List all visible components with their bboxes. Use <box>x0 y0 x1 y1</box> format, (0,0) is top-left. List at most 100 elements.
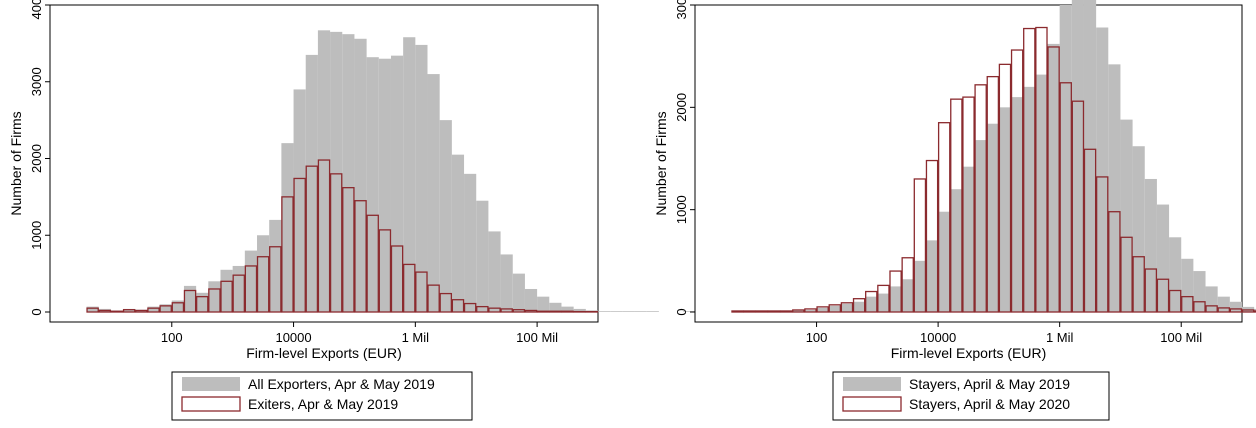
bar <box>196 292 209 312</box>
bar <box>403 37 416 313</box>
plot-frame <box>49 4 599 323</box>
bar <box>488 231 501 312</box>
bar <box>561 306 574 312</box>
bar <box>317 159 331 313</box>
bar <box>366 214 379 313</box>
bar <box>1205 305 1218 313</box>
bar <box>512 273 525 312</box>
bar <box>950 189 963 312</box>
y-tick-label: 0 <box>674 308 689 315</box>
bar <box>1254 310 1256 313</box>
bar <box>439 292 453 313</box>
bar <box>549 302 562 312</box>
series-2 <box>86 159 599 313</box>
bar <box>390 245 404 313</box>
bar <box>962 96 975 313</box>
bar <box>86 307 99 313</box>
bar <box>1095 176 1109 313</box>
bar <box>1132 256 1145 313</box>
bar <box>1229 301 1242 312</box>
bar <box>98 309 112 313</box>
bar <box>122 309 136 313</box>
bar <box>147 307 160 313</box>
bar <box>1071 100 1085 313</box>
bar <box>561 310 574 313</box>
bar <box>792 309 805 313</box>
bar <box>1035 74 1048 312</box>
bar <box>852 298 866 313</box>
bar <box>877 284 890 313</box>
bar <box>573 308 586 312</box>
bar <box>110 310 124 313</box>
chart-panel-2: 100 10000 1 Mil 100 Mil 0 1000 2000 3000 Firm-le… <box>653 0 1256 421</box>
bar <box>451 154 465 312</box>
bar <box>1083 0 1097 313</box>
bar <box>743 310 756 313</box>
bar <box>305 165 319 313</box>
bar <box>901 279 914 312</box>
bar <box>329 173 343 313</box>
bar <box>1059 5 1072 312</box>
bar <box>220 280 233 313</box>
bar <box>792 309 805 312</box>
bar <box>256 256 270 313</box>
x-tick-label: 10000 <box>920 330 956 345</box>
bar <box>415 44 428 312</box>
bar <box>901 257 914 313</box>
x-tick-label: 10000 <box>275 330 311 345</box>
legend: All Exporters, Apr & May 2019 Exiters, Ap… <box>171 371 473 421</box>
bar <box>950 98 963 313</box>
bar <box>1120 119 1133 312</box>
bar <box>1181 295 1194 313</box>
bar <box>135 309 148 313</box>
bar <box>232 274 245 313</box>
bar <box>269 246 282 313</box>
bar <box>208 281 221 312</box>
bar <box>877 293 890 312</box>
bar <box>804 308 817 313</box>
bar <box>1023 27 1036 313</box>
legend-swatch <box>181 396 241 412</box>
bar <box>1108 64 1121 312</box>
bar <box>1083 148 1097 313</box>
bar <box>220 269 233 312</box>
bar <box>208 288 221 313</box>
bar <box>1108 211 1121 313</box>
bar <box>1241 309 1255 313</box>
legend-swatch <box>842 396 902 412</box>
bar <box>1156 278 1170 313</box>
legend-label: All Exporters, Apr & May 2019 <box>248 376 435 392</box>
bar <box>257 235 270 312</box>
bar <box>524 288 538 312</box>
bar <box>500 254 513 312</box>
bar <box>1035 26 1048 313</box>
series-1 <box>731 0 1256 313</box>
bar <box>403 263 416 313</box>
bar <box>853 301 866 312</box>
bar <box>683 311 696 312</box>
bar <box>937 122 951 313</box>
bar <box>1010 49 1024 313</box>
x-tick-label: 100 <box>161 330 183 345</box>
bar <box>536 310 550 313</box>
chart-panel-1: 100 10000 1 Mil 100 Mil01000200030004000Fir… <box>8 0 696 421</box>
bar <box>512 309 526 313</box>
bar <box>342 187 355 313</box>
bar <box>451 299 465 313</box>
bar <box>1193 271 1206 312</box>
bar <box>1011 97 1024 312</box>
bar <box>622 311 635 312</box>
bar <box>610 311 623 312</box>
x-axis-label: Firm-level Exports (EUR) <box>246 345 402 361</box>
bar <box>986 123 999 312</box>
legend-swatch <box>182 377 240 391</box>
bar <box>1193 301 1206 313</box>
bar <box>1229 308 1243 313</box>
x-tick-label: 100 Mil <box>1160 330 1202 345</box>
bar <box>159 305 172 313</box>
bar <box>366 57 379 312</box>
bar <box>354 200 367 313</box>
y-tick-label: 1000 <box>29 221 44 250</box>
